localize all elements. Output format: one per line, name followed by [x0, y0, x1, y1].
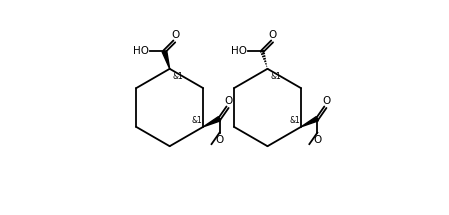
Polygon shape [203, 117, 220, 127]
Text: HO: HO [133, 46, 150, 56]
Text: &1: &1 [289, 116, 300, 125]
Polygon shape [301, 117, 318, 127]
Text: &1: &1 [173, 72, 184, 81]
Text: O: O [313, 135, 321, 145]
Text: &1: &1 [271, 72, 282, 81]
Text: O: O [224, 95, 232, 106]
Text: O: O [216, 135, 224, 145]
Text: O: O [171, 30, 179, 40]
Text: O: O [322, 95, 330, 106]
Polygon shape [162, 51, 170, 69]
Text: HO: HO [231, 46, 247, 56]
Text: &1: &1 [191, 116, 202, 125]
Text: O: O [269, 30, 277, 40]
